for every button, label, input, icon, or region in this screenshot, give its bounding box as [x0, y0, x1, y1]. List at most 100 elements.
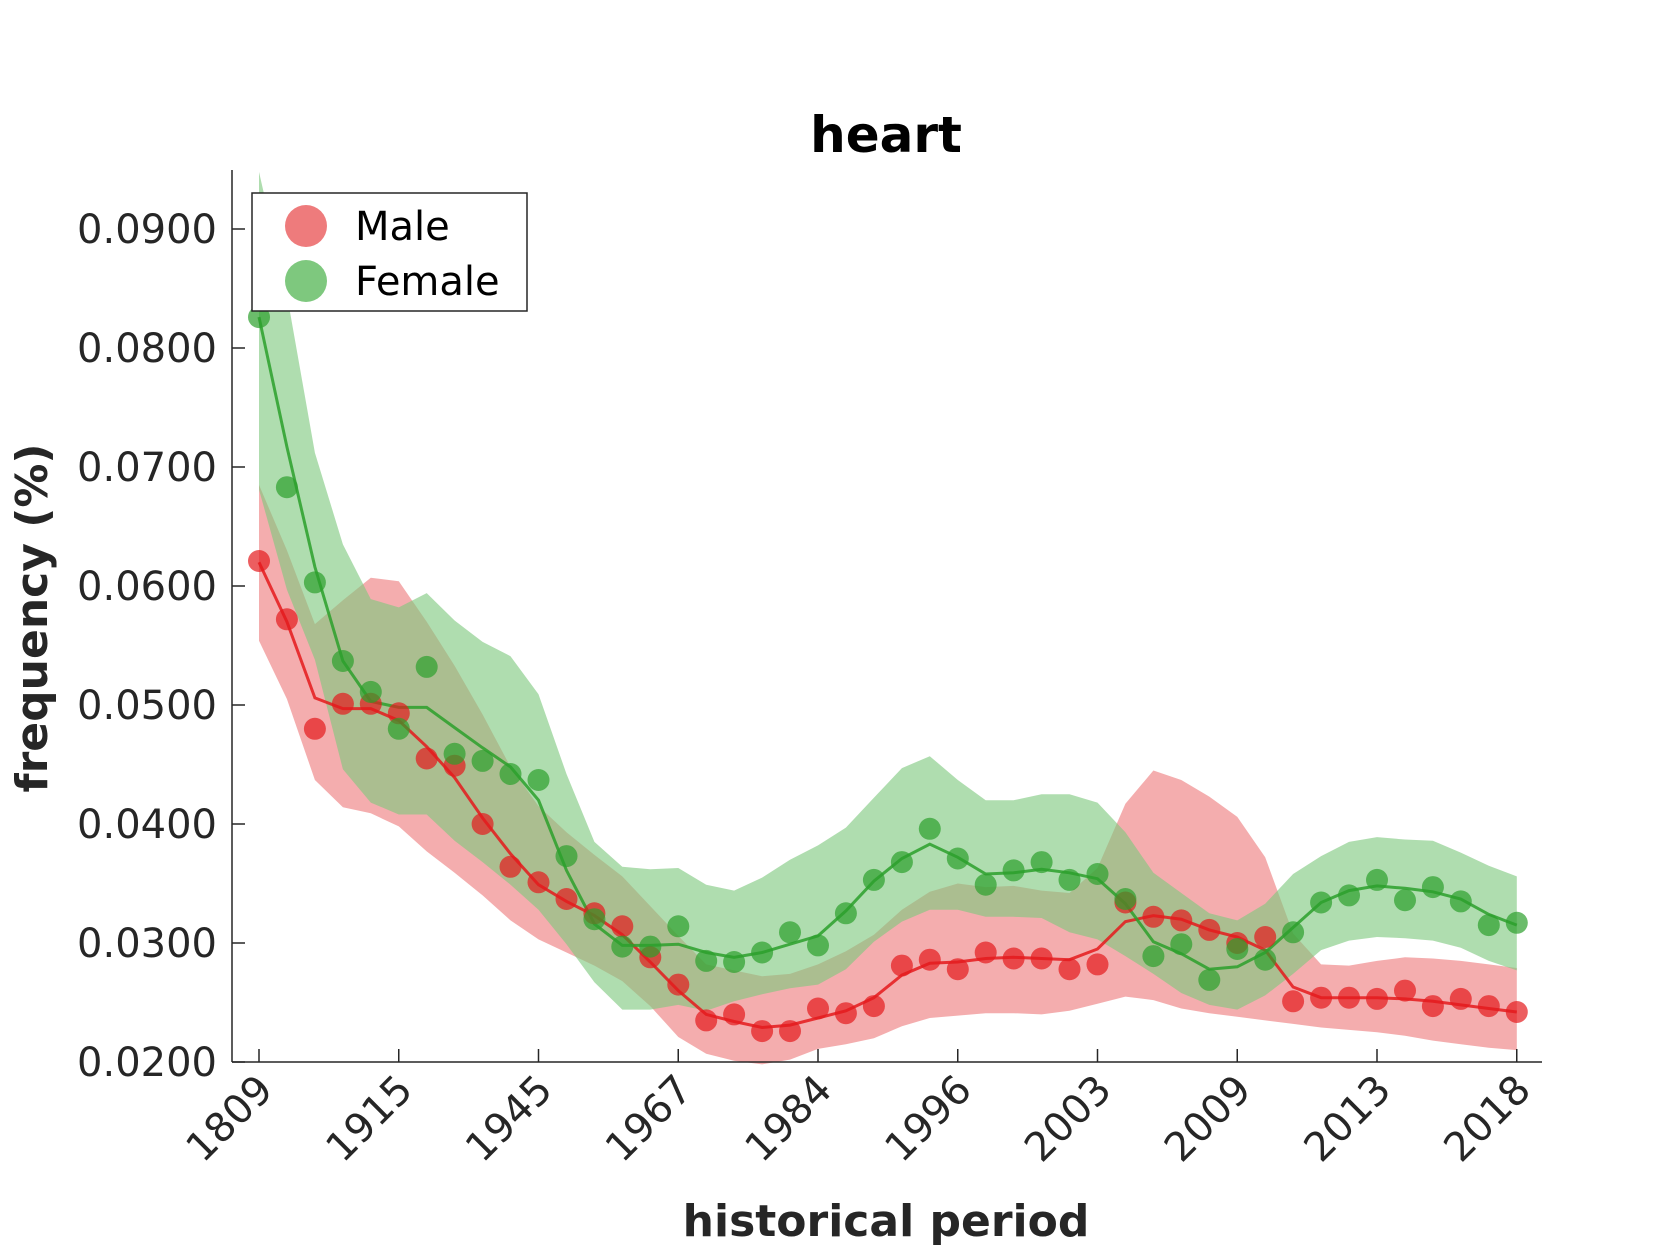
point-female	[555, 845, 578, 868]
point-male	[667, 973, 690, 996]
point-female	[946, 847, 969, 870]
point-male	[779, 1020, 801, 1043]
y-tick-label: 0.0700	[77, 445, 217, 491]
point-male	[555, 888, 578, 910]
point-female	[331, 650, 354, 672]
line-female	[257, 316, 1518, 971]
x-tick-label: 2009	[1156, 1067, 1261, 1172]
point-female	[862, 868, 885, 891]
point-female	[667, 915, 690, 938]
chart-title: heart	[810, 106, 962, 164]
point-male	[1002, 947, 1025, 970]
point-male	[918, 948, 941, 971]
y-ticks: 0.0200 0.0300 0.0400 0.0500 0.0600 0.0700 0.08…	[77, 207, 245, 1086]
point-male	[1421, 995, 1444, 1018]
x-tick-label: 2003	[1016, 1067, 1121, 1172]
point-female	[443, 742, 466, 765]
point-male	[834, 1002, 857, 1025]
point-male	[1449, 987, 1472, 1010]
point-male	[1366, 987, 1388, 1010]
point-female	[1086, 863, 1109, 885]
point-male	[695, 1009, 718, 1032]
legend-marker-female	[285, 260, 327, 302]
point-female	[415, 655, 438, 678]
point-male	[275, 608, 298, 631]
point-female	[695, 949, 718, 972]
point-male	[862, 995, 885, 1018]
legend: Male Female	[251, 192, 528, 312]
point-female	[1254, 948, 1277, 971]
point-male	[974, 941, 997, 964]
legend-marker-male	[285, 205, 327, 247]
point-male	[723, 1003, 746, 1026]
point-male	[1505, 1001, 1528, 1023]
point-female	[1142, 945, 1165, 968]
point-female	[1030, 851, 1053, 874]
x-tick-label: 1945	[457, 1067, 562, 1172]
point-male	[946, 958, 969, 981]
point-female	[527, 769, 550, 791]
x-axis-label: historical period	[683, 1196, 1090, 1247]
point-female	[1505, 911, 1528, 934]
y-tick-label: 0.0300	[77, 921, 217, 967]
point-male	[611, 915, 634, 938]
point-female	[1338, 884, 1360, 907]
point-female	[611, 935, 634, 958]
point-male	[1086, 953, 1109, 976]
y-tick-label: 0.0600	[77, 564, 217, 610]
point-male	[807, 997, 829, 1020]
point-female	[1394, 889, 1416, 912]
point-female	[1477, 914, 1500, 937]
point-male	[1477, 995, 1500, 1018]
point-female	[359, 680, 382, 703]
point-female	[639, 935, 662, 958]
legend-label-male: Male	[355, 204, 450, 250]
line-male	[257, 561, 1517, 1030]
point-female	[1449, 890, 1472, 913]
point-female	[779, 921, 801, 944]
point-male	[890, 954, 913, 977]
band-female	[259, 171, 1517, 1011]
point-male	[1058, 958, 1081, 981]
y-tick-label: 0.0200	[77, 1040, 217, 1086]
point-female	[1058, 868, 1081, 891]
y-tick-label: 0.0500	[77, 683, 217, 729]
point-female	[1170, 933, 1193, 956]
x-tick-label: 2013	[1296, 1067, 1401, 1172]
y-tick-label: 0.0800	[77, 326, 217, 372]
point-female	[499, 763, 522, 785]
x-tick-label: 2018	[1435, 1067, 1540, 1172]
point-male	[303, 717, 326, 740]
point-male	[331, 692, 354, 715]
x-tick-label: 1984	[737, 1067, 842, 1172]
point-female	[275, 476, 298, 499]
point-female	[890, 851, 913, 874]
x-ticks: 1809 1915 1945 1967 1984 1996 2003 2009 2013 2018	[178, 1049, 1540, 1171]
point-male	[471, 813, 494, 835]
legend-label-female: Female	[355, 259, 500, 305]
point-male	[1030, 947, 1053, 970]
point-male	[1310, 986, 1333, 1009]
point-female	[471, 749, 494, 772]
point-female	[751, 941, 774, 964]
point-male	[415, 747, 438, 770]
point-female	[1002, 859, 1025, 882]
point-female	[1198, 968, 1221, 991]
point-male	[248, 550, 270, 572]
point-female	[807, 934, 829, 957]
series-lines	[257, 316, 1518, 1030]
point-female	[583, 908, 606, 931]
point-female	[918, 817, 941, 840]
point-female	[834, 902, 857, 925]
point-male	[527, 871, 550, 894]
point-male	[1142, 905, 1165, 928]
point-female	[1421, 876, 1444, 899]
y-axis-label: frequency (%)	[7, 443, 58, 792]
point-male	[1282, 990, 1305, 1013]
y-tick-label: 0.0400	[77, 802, 217, 848]
point-female	[974, 873, 997, 896]
point-female	[1226, 938, 1249, 960]
x-tick-label: 1967	[597, 1067, 702, 1172]
point-female	[1282, 921, 1305, 944]
